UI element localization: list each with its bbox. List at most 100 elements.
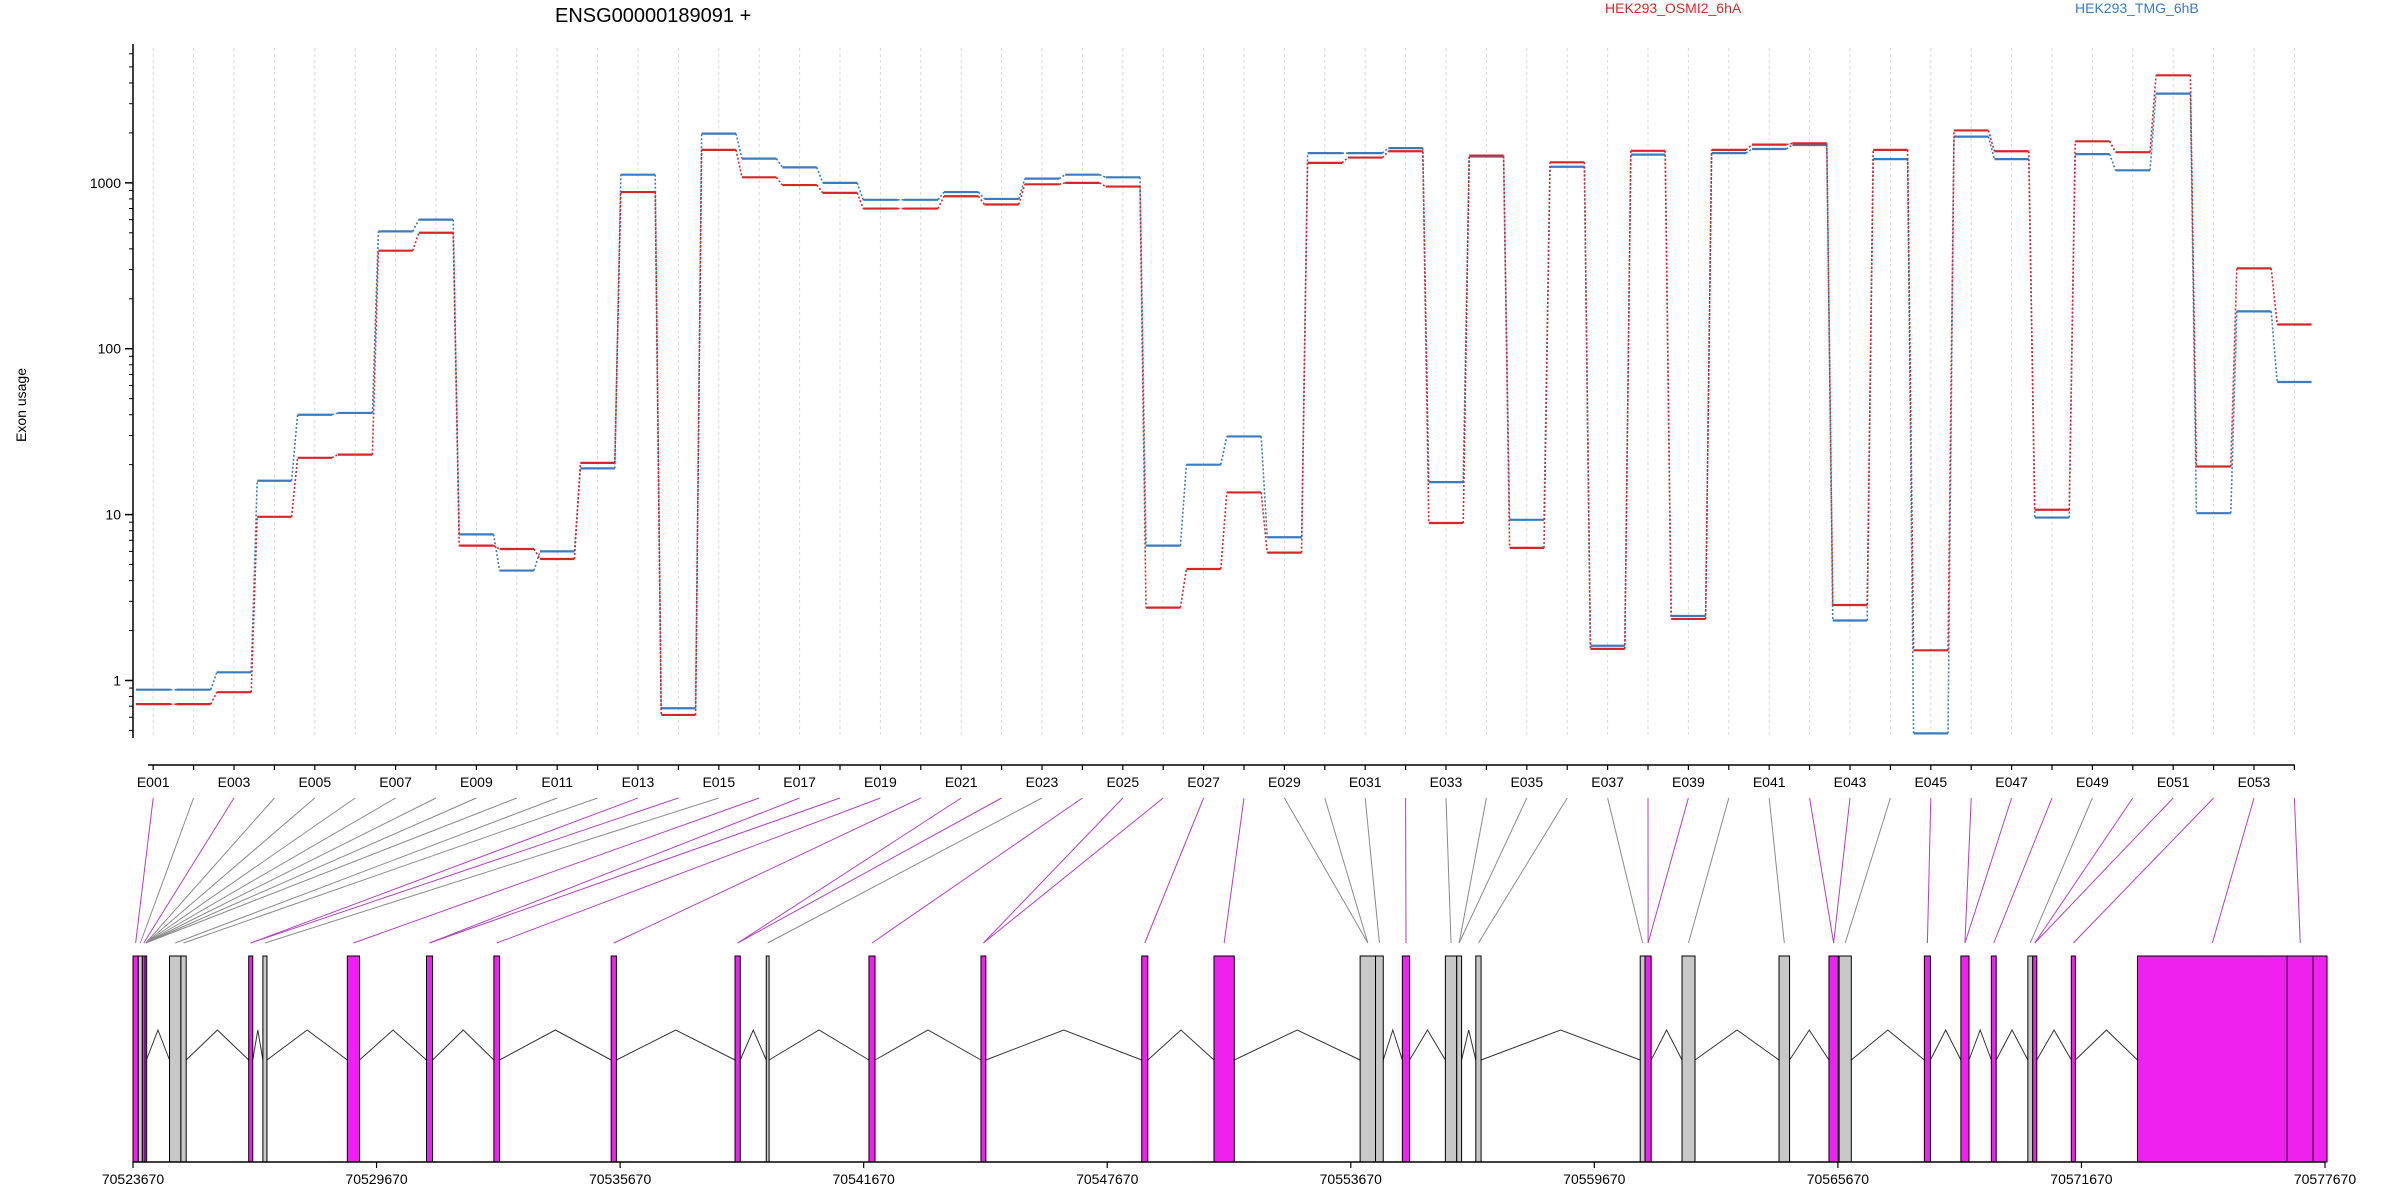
genome-tick-label: 70559670 (1563, 1171, 1626, 1187)
intron (985, 1029, 1142, 1061)
exon-block (765, 955, 770, 1163)
exon-block (1401, 955, 1411, 1163)
series-connector (1987, 136, 1996, 160)
connector-E024 (871, 797, 1083, 944)
exon-tick-label: E051 (2157, 774, 2190, 790)
series-connector (533, 548, 541, 560)
exon-block (180, 955, 187, 1163)
series-connector (1341, 156, 1349, 164)
series-connector (1745, 144, 1753, 151)
series-connector (2149, 75, 2157, 153)
series-connector (1179, 568, 1188, 608)
series-connector (856, 192, 864, 209)
intron (499, 1029, 612, 1061)
series-connector (493, 544, 500, 550)
series-connector (856, 182, 864, 201)
connector-E044 (1844, 797, 1891, 944)
exon-block (144, 955, 148, 1163)
connector-E054 (2293, 797, 2301, 944)
series-connector (694, 149, 703, 715)
genome-tick-label: 70535670 (589, 1171, 652, 1187)
exon-block (262, 955, 268, 1163)
intron (1650, 1028, 1683, 1061)
series-connector (573, 462, 582, 560)
exon-block (1141, 955, 1149, 1163)
y-tick-label: 1000 (90, 175, 121, 191)
exon-block (346, 955, 361, 1163)
exon-tick-label: E001 (137, 774, 170, 790)
series-connector (2270, 268, 2278, 325)
connector-E006 (145, 797, 356, 944)
genome-tick-label: 70577670 (2294, 1171, 2357, 1187)
intron (1234, 1029, 1361, 1061)
connector-E030 (1324, 797, 1369, 944)
series-connector (1786, 142, 1793, 146)
connector-E023 (767, 797, 1043, 944)
connector-E051 (2034, 797, 2174, 944)
series-connector (654, 174, 662, 709)
connector-E015 (264, 797, 719, 944)
exon-tick-label: E035 (1510, 774, 1543, 790)
series-connector (2028, 151, 2036, 510)
exon-block (2070, 955, 2076, 1163)
series-connector (2230, 311, 2238, 514)
series-connector (1704, 149, 1713, 619)
series-connector (2149, 93, 2157, 171)
series-connector (1260, 492, 1268, 553)
exon-block (868, 955, 876, 1163)
series-connector (371, 250, 380, 455)
series-connector (977, 195, 986, 206)
connector-E009 (145, 797, 477, 944)
exon-block (1838, 955, 1852, 1163)
series-connector (735, 149, 743, 178)
series-connector (1220, 492, 1228, 570)
series-connector (1018, 178, 1026, 200)
connector-E020 (613, 797, 922, 944)
exon-tick-label: E043 (1834, 774, 1867, 790)
exon-block (2286, 955, 2314, 1163)
genome-tick-label: 70571670 (2050, 1171, 2113, 1187)
intron (432, 1029, 495, 1061)
intron (1968, 1028, 1992, 1061)
exon-block (1644, 955, 1652, 1163)
intron (1694, 1029, 1780, 1061)
y-tick-label: 10 (105, 507, 121, 523)
exon-tick-label: E027 (1187, 774, 1220, 790)
intron (1461, 1029, 1477, 1061)
exon-block (2312, 955, 2328, 1163)
exon-block (734, 955, 741, 1163)
series-connector (816, 167, 824, 184)
exon-tick-label: E047 (1995, 774, 2028, 790)
connector-E049 (2029, 797, 2093, 944)
series-connector (1179, 464, 1188, 546)
exon-tick-label: E023 (1026, 774, 1059, 790)
series-HEK293_TMG_6hB (136, 92, 2312, 735)
series-connector (2189, 75, 2198, 467)
connector-E048 (1993, 797, 2053, 944)
connector-E016 (353, 797, 760, 944)
exon-tick-label: E045 (1914, 774, 1947, 790)
exon-tick-label: E053 (2238, 774, 2271, 790)
series-connector (492, 534, 501, 571)
connector-E004 (145, 797, 275, 944)
series-connector (1906, 149, 1915, 651)
exon-tick-label: E007 (379, 774, 412, 790)
connector-E037 (1607, 797, 1644, 944)
connector-E010 (145, 797, 517, 944)
intron (874, 1029, 982, 1061)
series-connector (775, 176, 784, 186)
connector-E008 (145, 797, 437, 944)
series-connector (250, 516, 258, 693)
intron (266, 1029, 348, 1061)
connector-E013 (250, 797, 639, 944)
exon-tick-label: E011 (541, 774, 573, 790)
intron (2036, 1028, 2072, 1061)
series-connector (977, 191, 986, 200)
intron (1850, 1029, 1925, 1061)
connector-E036 (1478, 797, 1568, 944)
connector-E034 (1458, 797, 1487, 944)
exon-tick-label: E037 (1591, 774, 1624, 790)
series-lines (136, 74, 2312, 735)
connector-E046 (1964, 797, 1972, 944)
exon-tick-label: E009 (460, 774, 493, 790)
